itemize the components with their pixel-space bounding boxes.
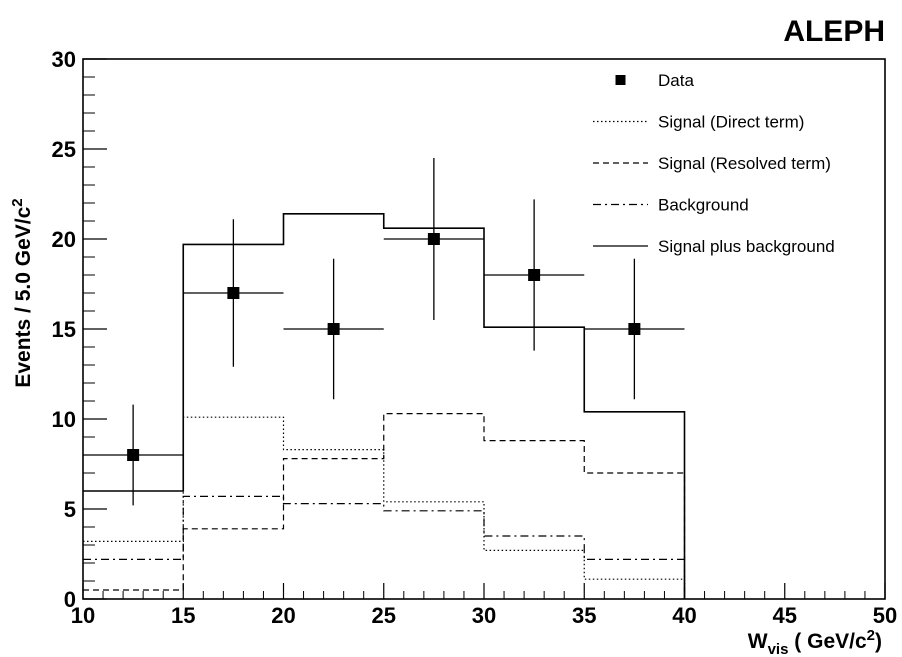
experiment-label: ALEPH [783,15,885,48]
data-marker [227,287,240,299]
y-tick-label: 20 [52,227,76,252]
x-tick-label: 40 [672,603,696,628]
x-tick-label: 30 [472,603,496,628]
legend-label: Signal (Direct term) [658,113,804,132]
y-tick-label: 30 [52,47,76,72]
axis-tick-labels: 10 15 20 25 30 35 40 45 50 0 5 10 15 20 25 30 [52,47,898,628]
y-tick-label: 10 [52,407,76,432]
x-tick-label: 45 [773,603,797,628]
legend-label: Data [658,71,694,90]
y-axis-title-main: Events / 5.0 GeV/c [12,206,35,387]
x-axis-title-main: W [748,630,768,653]
histogram-series-lines [83,213,686,599]
plot-frame [82,58,886,600]
data-point [83,404,184,506]
data-marker [427,233,440,245]
axis-ticks [82,58,886,600]
data-point [183,219,284,367]
data-marker [127,449,140,461]
data-point [584,258,685,400]
legend-entry: Data [615,71,694,90]
data-point [484,199,585,351]
y-axis-title: Events / 5.0 GeV/c2 [9,198,35,387]
x-axis-title-close: ) [875,630,882,653]
x-axis-title-rest: ( GeV/c [788,630,867,653]
data-marker [327,323,340,335]
x-tick-label: 20 [271,603,295,628]
x-tick-label: 50 [873,603,897,628]
x-axis-title-sup: 2 [867,627,875,644]
x-tick-label: 15 [171,603,195,628]
y-tick-label: 5 [64,497,76,522]
x-tick-label: 10 [71,603,95,628]
legend-marker [615,75,626,85]
legend-entry: Signal plus background [593,237,835,256]
legend-label: Signal plus background [658,237,835,256]
data-points [83,158,685,506]
legend-entry: Signal (Resolved term) [593,154,831,173]
legend-entry: Background [593,196,749,215]
x-axis-title: Wvis ( GeV/c2) [748,627,882,657]
series-solid-line [83,213,686,599]
x-tick-label: 25 [372,603,396,628]
legend-label: Background [658,196,749,215]
x-tick-label: 35 [572,603,596,628]
data-point [383,158,484,320]
series-dotted-line [83,416,686,599]
y-tick-label: 0 [64,587,76,612]
legend-entry: Signal (Direct term) [593,113,804,132]
data-marker [528,269,541,281]
series-dashdot-line [83,495,686,599]
legend-label: Signal (Resolved term) [658,154,831,173]
y-axis-title-sup: 2 [9,198,26,206]
data-point [283,258,384,400]
y-tick-label: 15 [52,317,76,342]
x-axis-title-sub: vis [768,641,789,657]
data-marker [628,323,641,335]
legend: Data Signal (Direct term) Signal (Resolved… [593,71,835,256]
y-tick-label: 25 [52,137,76,162]
